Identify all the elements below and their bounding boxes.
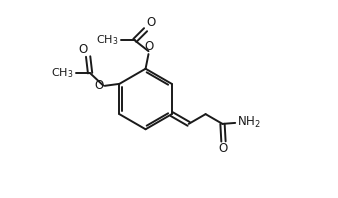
Text: CH$_3$: CH$_3$: [96, 33, 118, 47]
Text: O: O: [95, 79, 104, 92]
Text: O: O: [219, 142, 228, 155]
Text: O: O: [144, 40, 153, 53]
Text: O: O: [147, 16, 156, 29]
Text: NH$_2$: NH$_2$: [237, 115, 261, 130]
Text: O: O: [78, 43, 87, 56]
Text: CH$_3$: CH$_3$: [51, 66, 73, 80]
